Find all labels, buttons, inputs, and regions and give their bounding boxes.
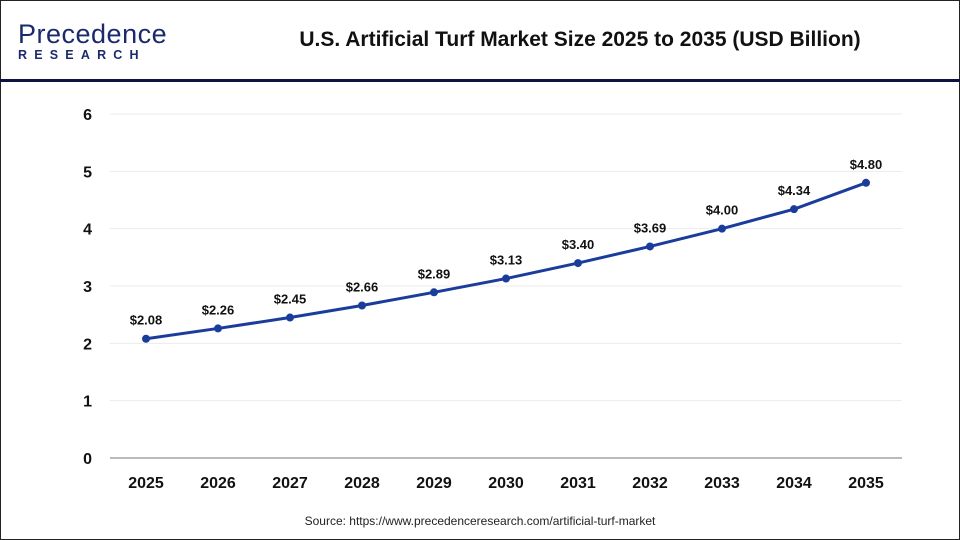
data-point bbox=[646, 242, 654, 251]
data-label: $3.69 bbox=[634, 220, 667, 235]
data-label: $2.08 bbox=[130, 313, 163, 328]
data-label: $4.34 bbox=[778, 183, 811, 198]
data-point bbox=[502, 274, 510, 283]
chart-title: U.S. Artificial Turf Market Size 2025 to… bbox=[299, 28, 861, 51]
data-point bbox=[286, 313, 294, 322]
data-label: $3.13 bbox=[490, 253, 523, 268]
data-point bbox=[142, 334, 150, 343]
y-tick-label: 5 bbox=[83, 164, 92, 181]
y-tick-label: 1 bbox=[83, 394, 92, 411]
data-point bbox=[430, 288, 438, 297]
x-tick-label: 2035 bbox=[848, 475, 884, 492]
x-tick-label: 2030 bbox=[488, 475, 524, 492]
x-tick-label: 2034 bbox=[776, 475, 812, 492]
data-label: $3.40 bbox=[562, 237, 595, 252]
y-tick-label: 2 bbox=[83, 336, 92, 353]
data-label: $2.66 bbox=[346, 279, 379, 294]
y-tick-label: 3 bbox=[83, 279, 92, 296]
header-divider bbox=[0, 79, 960, 82]
x-tick-label: 2026 bbox=[200, 475, 236, 492]
data-label: $4.00 bbox=[706, 203, 739, 218]
y-tick-label: 0 bbox=[83, 451, 92, 468]
x-tick-label: 2031 bbox=[560, 475, 596, 492]
logo-line2: RESEARCH bbox=[18, 48, 146, 62]
source-text: Source: https://www.precedenceresearch.c… bbox=[304, 514, 656, 528]
data-point bbox=[214, 324, 222, 333]
data-label: $2.45 bbox=[274, 292, 307, 307]
logo-line1: Precedence bbox=[18, 19, 168, 49]
y-tick-label: 6 bbox=[83, 107, 92, 124]
y-tick-label: 4 bbox=[83, 222, 92, 239]
logo: Precedence RESEARCH bbox=[18, 20, 167, 62]
x-tick-label: 2028 bbox=[344, 475, 380, 492]
data-label: $4.80 bbox=[850, 157, 883, 172]
data-label: $2.89 bbox=[418, 266, 451, 281]
data-point bbox=[862, 178, 870, 187]
x-tick-label: 2029 bbox=[416, 475, 452, 492]
data-point bbox=[718, 224, 726, 233]
data-point bbox=[358, 301, 366, 310]
data-label: $2.26 bbox=[202, 302, 235, 317]
data-point bbox=[790, 205, 798, 214]
x-tick-label: 2033 bbox=[704, 475, 740, 492]
x-tick-label: 2027 bbox=[272, 475, 308, 492]
x-tick-label: 2025 bbox=[128, 475, 164, 492]
x-tick-label: 2032 bbox=[632, 475, 668, 492]
data-point bbox=[574, 259, 582, 268]
